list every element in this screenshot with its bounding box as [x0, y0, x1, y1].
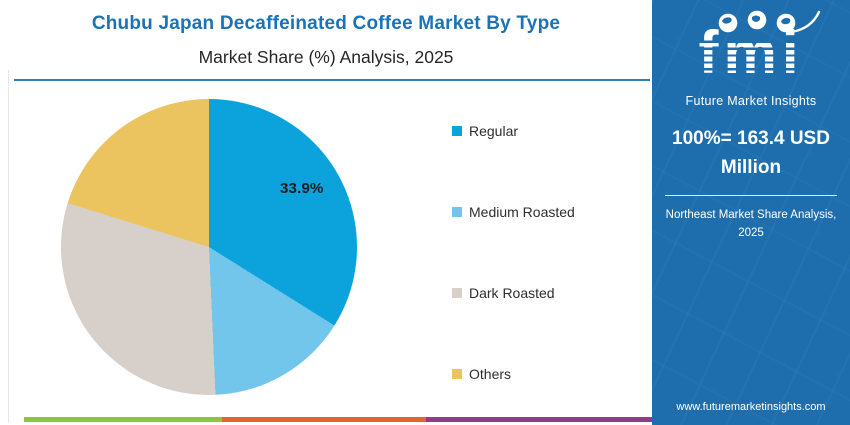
legend-item-regular: Regular [452, 123, 575, 139]
legend-label-others: Others [469, 366, 512, 382]
page-subtitle: Market Share (%) Analysis, 2025 [198, 47, 454, 67]
fmi-wordmark: fmi [696, 23, 806, 93]
website-link[interactable]: www.futuremarketinsights.com [676, 401, 826, 413]
footer-bar-segment-purple [426, 417, 652, 422]
fmi-logo-globes-icon [718, 10, 821, 34]
fmi-logo-tagline: Future Market Insights [685, 94, 817, 108]
pie-slice-data-label: 33.9% [280, 180, 324, 197]
legend-label-dark-roasted: Dark Roasted [469, 285, 555, 301]
legend-item-dark-roasted: Dark Roasted [452, 285, 575, 301]
footer-bar-segment-orange [222, 417, 426, 422]
legend-item-medium-roasted: Medium Roasted [452, 204, 575, 220]
chart-panel: Chubu Japan Decaffeinated Coffee Market … [8, 13, 652, 423]
legend-swatch-others [452, 369, 462, 379]
legend-swatch-medium-roasted [452, 207, 462, 217]
legend-label-medium-roasted: Medium Roasted [469, 204, 575, 220]
footer-bar-segment-green [24, 417, 222, 422]
panel-left-border [8, 70, 9, 423]
legend-swatch-dark-roasted [452, 288, 462, 298]
sidebar-divider [665, 195, 837, 196]
pie-chart: 33.9% [61, 99, 357, 395]
legend: Regular Medium Roasted Dark Roasted Othe… [452, 123, 575, 382]
legend-swatch-regular [452, 126, 462, 136]
market-share-analysis-caption: Northeast Market Share Analysis, 2025 [665, 209, 837, 239]
footer-accent-bar [24, 417, 652, 422]
page-title: Chubu Japan Decaffeinated Coffee Market … [91, 13, 561, 34]
legend-label-regular: Regular [469, 123, 519, 139]
fmi-logo: fmi Future Market Insights [652, 8, 850, 108]
legend-item-others: Others [452, 366, 575, 382]
sidebar: fmi Future Market Insights 100%= 163.4 U… [652, 0, 850, 425]
title-underline-rule [14, 79, 650, 81]
market-size-headline: 100%= 163.4 USD Million [672, 128, 830, 178]
fmi-wordmark-text: fmi [698, 19, 804, 86]
